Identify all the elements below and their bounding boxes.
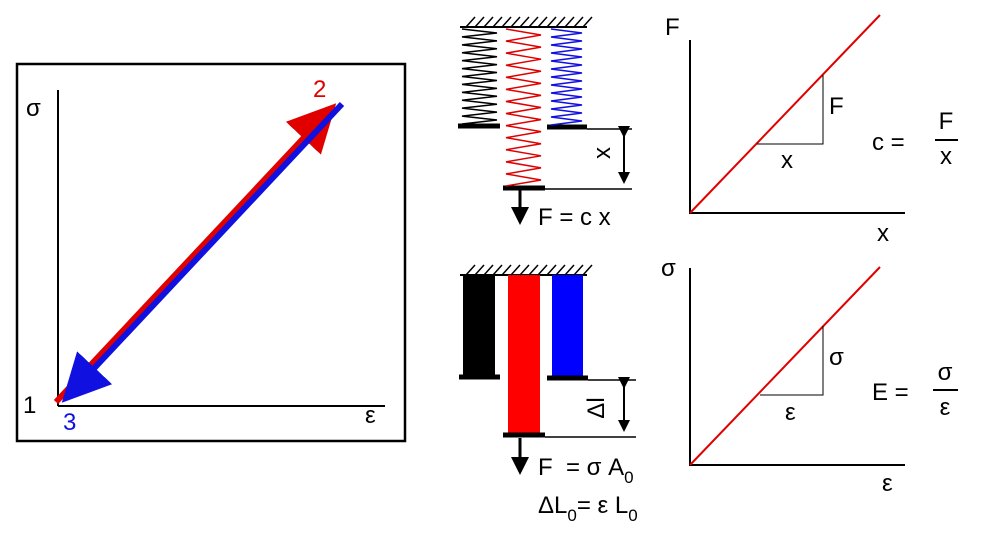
frame	[15, 62, 407, 443]
numerator: F	[939, 108, 954, 135]
hatch	[465, 16, 476, 28]
hatch	[555, 16, 566, 28]
equation: F = c x	[538, 204, 611, 231]
hatch	[582, 264, 593, 276]
hatch	[564, 16, 575, 28]
hatch	[501, 16, 512, 28]
run-label: ε	[785, 399, 796, 426]
rise-label: σ	[829, 344, 844, 371]
numerator: σ	[938, 359, 953, 386]
hatch	[492, 264, 503, 276]
hatch	[573, 264, 584, 276]
slope-triangle	[757, 75, 824, 145]
hatch	[582, 16, 593, 28]
spring	[505, 28, 542, 187]
y-label: σ	[661, 255, 676, 282]
hatch	[555, 264, 566, 276]
slope-line	[689, 14, 881, 214]
equation-text: F = σ A	[538, 454, 624, 481]
hatch	[528, 16, 539, 28]
slope-line	[689, 266, 881, 466]
hatch	[537, 264, 548, 276]
denominator: ε	[940, 394, 951, 421]
force-plot	[689, 14, 958, 214]
equation: E =	[872, 379, 909, 406]
hatch	[483, 16, 494, 28]
subscript: 0	[628, 506, 637, 525]
point-label: 3	[63, 409, 76, 436]
bar	[508, 275, 540, 434]
hatch	[519, 264, 530, 276]
spring	[461, 28, 498, 125]
stress-strain-panel: σ ε 1 2 3	[15, 62, 407, 443]
rise-label: F	[829, 93, 844, 120]
hatch	[573, 16, 584, 28]
spring	[550, 28, 583, 126]
hatch	[465, 264, 476, 276]
run-label: x	[781, 147, 793, 174]
hatch	[501, 264, 512, 276]
hatch	[528, 264, 539, 276]
unloading-arrow	[61, 101, 345, 403]
hatch	[564, 264, 575, 276]
hatch	[474, 264, 485, 276]
bar	[463, 275, 495, 376]
hatch	[546, 264, 557, 276]
spring-model	[458, 16, 632, 225]
equation-text: = ε L	[577, 492, 628, 519]
subscript: 0	[567, 506, 576, 525]
hatch	[537, 16, 548, 28]
hatch	[474, 16, 485, 28]
bar	[552, 275, 583, 377]
displacement-label: Δl	[583, 397, 610, 418]
point-label: 1	[23, 392, 36, 419]
hatch	[519, 16, 530, 28]
hatch	[546, 16, 557, 28]
subscript: 0	[624, 468, 633, 487]
equation: ΔL0= ε L0	[538, 492, 638, 525]
modulus-plot	[689, 266, 958, 466]
equation: c =	[872, 129, 905, 156]
hatch	[510, 264, 521, 276]
denominator: x	[940, 143, 952, 170]
x-label: x	[877, 220, 889, 247]
hatch	[483, 264, 494, 276]
y-label: F	[665, 14, 680, 41]
bar-model	[459, 264, 636, 475]
loading-arrow	[53, 103, 337, 405]
equation: F = σ A0	[538, 454, 634, 487]
point-label: 2	[313, 76, 326, 103]
x-label: ε	[882, 470, 893, 497]
slope-triangle	[760, 326, 824, 396]
hatch	[510, 16, 521, 28]
x-label: ε	[365, 402, 376, 429]
hatch	[492, 16, 503, 28]
displacement-label: x	[589, 147, 616, 159]
equation-text: ΔL	[538, 492, 567, 519]
y-label: σ	[26, 95, 41, 122]
